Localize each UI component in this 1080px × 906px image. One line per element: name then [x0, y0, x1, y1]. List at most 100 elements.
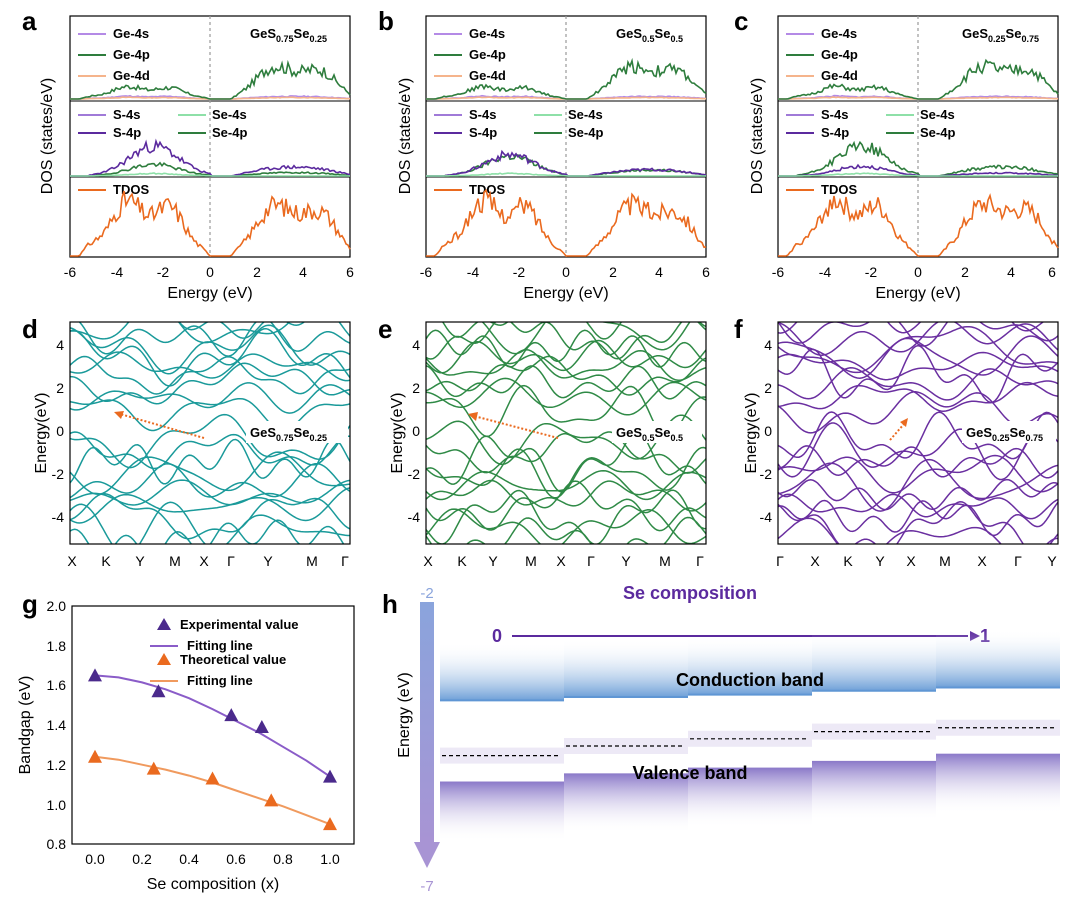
band-line	[178, 322, 306, 339]
kpoint-label: Y	[135, 553, 145, 569]
band-panel-d: Energy(eV) 4 2 0 -2 -4 X K Y M X Γ Y M Γ…	[33, 321, 351, 569]
ytick: 0	[56, 423, 64, 439]
kpoint-label: M	[939, 553, 951, 569]
panel-label-h: h	[382, 589, 398, 619]
band-line	[70, 519, 345, 544]
legend-ge4p: Ge-4p	[469, 47, 506, 62]
xtick: 0	[562, 264, 570, 280]
ytick: -4	[760, 509, 773, 525]
xtick: 0.6	[226, 851, 246, 867]
valence-band-block	[936, 753, 1060, 814]
band-line	[778, 422, 1058, 481]
xtick: -2	[865, 264, 878, 280]
dos-xticks: -6 -4 -2 0 2 4 6	[772, 264, 1056, 280]
band-line	[426, 348, 706, 382]
legend-marker-experimental	[157, 618, 171, 630]
legend-se4s: Se-4s	[568, 107, 603, 122]
band-line	[778, 454, 1058, 494]
band-line	[778, 344, 1058, 404]
kpoint-label: Y	[875, 553, 885, 569]
formula-label: GeS0.25Se0.75	[962, 26, 1039, 44]
band-line	[70, 501, 350, 544]
chart-xticks: 0.0 0.2 0.4 0.6 0.8 1.0	[85, 851, 340, 867]
xtick: 0	[206, 264, 214, 280]
ytick: 4	[764, 337, 772, 353]
band-line	[78, 322, 350, 357]
band-line	[70, 431, 350, 470]
ge4p-curve	[70, 59, 351, 100]
ytick: 1.2	[47, 757, 67, 773]
kpoint-label: K	[843, 553, 853, 569]
ytick: 0.8	[47, 836, 67, 852]
legend-ge4s: Ge-4s	[113, 26, 149, 41]
band-xticks: X K Y M X Γ Y M Γ	[67, 553, 349, 569]
legend-ge4p: Ge-4p	[821, 47, 858, 62]
band-frame	[777, 321, 1059, 545]
band-line	[778, 411, 1058, 460]
s4p-curve	[70, 138, 351, 177]
valence-band-block	[440, 781, 564, 842]
xtick: -6	[64, 264, 77, 280]
data-point	[151, 684, 166, 698]
bandgap-chart: Bandgap (eV) Se composition (x) 2.0 1.8 …	[17, 598, 355, 893]
legend-marker-theoretical	[157, 653, 171, 665]
kpoint-label: Γ	[1014, 553, 1022, 569]
arrow-head	[900, 418, 908, 427]
energy-axis-arrowhead	[414, 842, 440, 868]
conduction-band-block	[812, 632, 936, 691]
formula-label: GeS0.25Se0.75	[966, 425, 1043, 443]
kpoint-label: M	[169, 553, 181, 569]
legend-tdos: TDOS	[113, 182, 149, 197]
xtick: 0.4	[179, 851, 199, 867]
kpoint-label: Y	[263, 553, 273, 569]
legend-s4p: S-4p	[469, 125, 497, 140]
formula-label: GeS0.75Se0.25	[250, 425, 327, 443]
xtick: -4	[467, 264, 480, 280]
chart-ylabel: Bandgap (eV)	[17, 676, 34, 775]
xtick: 0.0	[85, 851, 105, 867]
conduction-band-block	[688, 636, 812, 695]
band-line	[426, 377, 706, 416]
energy-top-value: -2	[420, 585, 433, 602]
legend-tdos: TDOS	[821, 182, 857, 197]
band-line	[70, 438, 350, 485]
kpoint-label: X	[423, 553, 433, 569]
bandgap-arrow	[889, 423, 905, 441]
band-alignment-diagram: -2 -7 Energy (eV) Se composition 0 1 Con…	[396, 583, 1060, 895]
band-line	[778, 322, 1058, 356]
band-line	[426, 489, 706, 544]
band-line	[70, 327, 350, 387]
band-xticks: X K Y M X Γ Y M Γ	[423, 553, 704, 569]
band-line	[426, 480, 706, 532]
dos-xticks: -6 -4 -2 0 2 4 6	[420, 264, 710, 280]
dos-panel-b: DOS (states/eV) Energy (eV) -6 -4 -2 0 2…	[397, 15, 710, 302]
data-point	[205, 771, 220, 785]
data-point	[264, 793, 279, 807]
conduction-band-block	[936, 629, 1060, 688]
valence-band-block	[812, 760, 936, 821]
xtick: 2	[961, 264, 969, 280]
kpoint-label: Γ	[587, 553, 595, 569]
legend-theoretical: Theoretical value	[180, 652, 286, 667]
ytick: 0	[764, 423, 772, 439]
kpoint-label: X	[199, 553, 209, 569]
band-line	[778, 322, 1045, 334]
data-point	[146, 761, 161, 775]
legend-s4s: S-4s	[821, 107, 848, 122]
band-line	[426, 516, 706, 544]
kpoint-label: X	[67, 553, 77, 569]
legend-se4p: Se-4p	[568, 125, 603, 140]
band-yticks: 4 2 0 -2 -4	[408, 337, 421, 525]
xtick: -6	[772, 264, 785, 280]
ytick: 2.0	[47, 598, 67, 614]
band-ylabel: Energy(eV)	[33, 393, 50, 474]
legend-se4s: Se-4s	[920, 107, 955, 122]
panel-label-a: a	[22, 6, 37, 36]
data-point	[323, 817, 337, 831]
panel-label-d: d	[22, 314, 38, 344]
ytick: 2	[412, 380, 420, 396]
panel-label-b: b	[378, 6, 394, 36]
ytick: -4	[408, 509, 421, 525]
band-line	[70, 451, 350, 495]
conduction-band-block	[564, 639, 688, 698]
